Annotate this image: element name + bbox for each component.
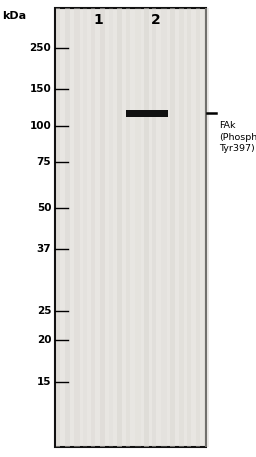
Text: 150: 150 xyxy=(29,84,51,94)
Text: 250: 250 xyxy=(29,43,51,53)
Bar xyxy=(91,8,95,447)
Text: kDa: kDa xyxy=(2,11,26,21)
Text: 37: 37 xyxy=(37,244,51,254)
Bar xyxy=(65,8,70,447)
Text: 15: 15 xyxy=(37,377,51,387)
Bar xyxy=(170,8,175,447)
Bar xyxy=(187,8,191,447)
Text: 75: 75 xyxy=(37,157,51,167)
Text: 2: 2 xyxy=(151,13,161,27)
Bar xyxy=(135,8,141,447)
Bar xyxy=(118,8,122,447)
Text: 50: 50 xyxy=(37,203,51,213)
Text: 100: 100 xyxy=(29,121,51,131)
Bar xyxy=(205,8,209,447)
Text: 25: 25 xyxy=(37,306,51,316)
Bar xyxy=(109,8,113,447)
Bar xyxy=(55,8,206,447)
Bar xyxy=(74,8,80,447)
Text: 1: 1 xyxy=(94,13,103,27)
Bar xyxy=(126,110,168,117)
Bar xyxy=(144,8,149,447)
Bar xyxy=(161,8,167,447)
Bar xyxy=(100,8,105,447)
Bar xyxy=(152,8,156,447)
Text: FAk
(Phospho-
Tyr397): FAk (Phospho- Tyr397) xyxy=(219,121,256,153)
Bar xyxy=(179,8,184,447)
Bar xyxy=(126,8,130,447)
Text: 20: 20 xyxy=(37,335,51,345)
Bar xyxy=(56,8,60,447)
Bar xyxy=(82,8,87,447)
Bar xyxy=(196,8,200,447)
